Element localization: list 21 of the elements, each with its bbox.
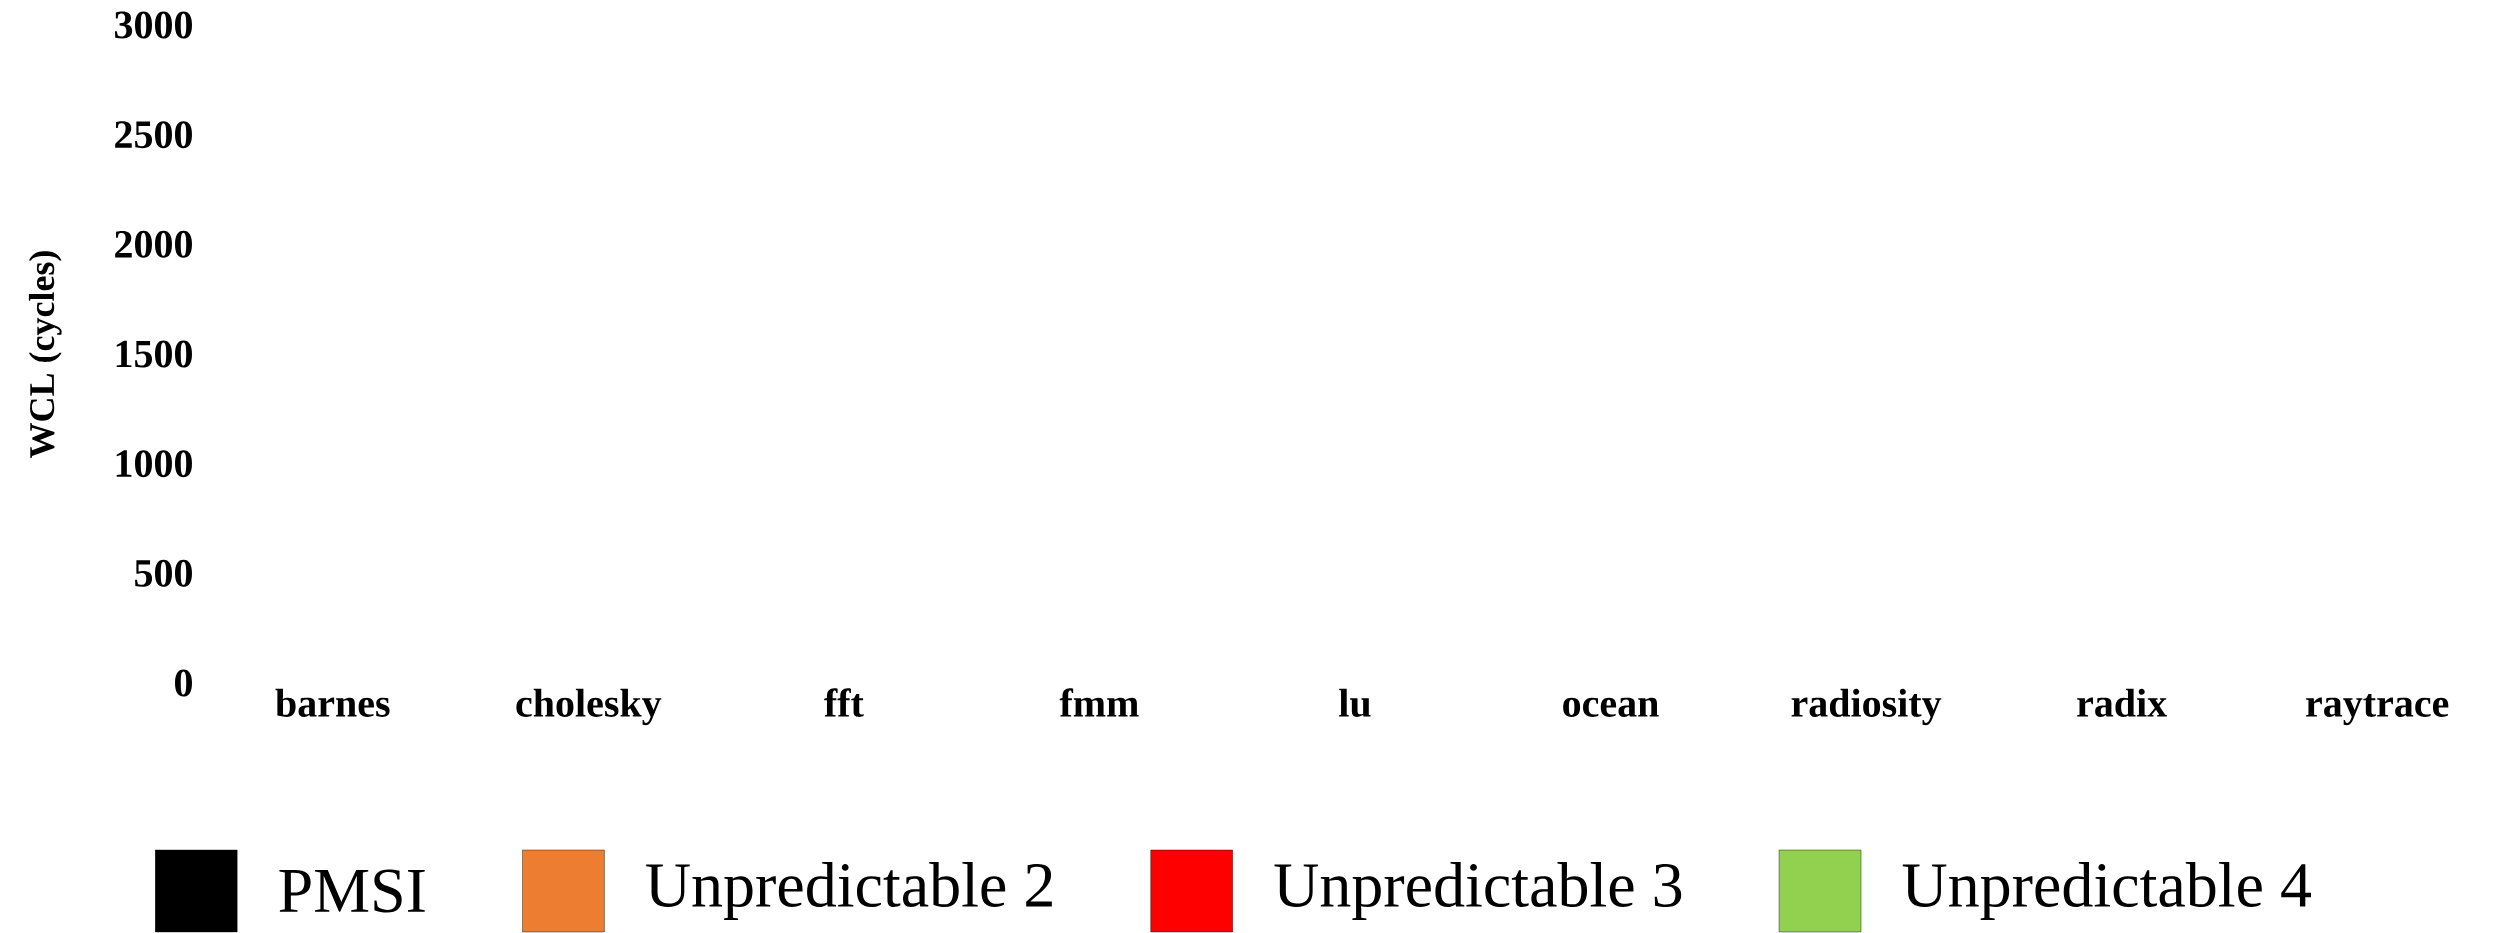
y-tick-label: 2000 (115, 230, 192, 258)
legend-label: Unpredictable 2 (646, 861, 1052, 921)
x-tick-label: barnes (275, 688, 390, 717)
legend-label: Unpredictable 4 (1902, 861, 2311, 921)
x-tick-label: fft (824, 688, 864, 717)
y-axis-title: WCL (cycles) (28, 251, 62, 458)
legend-label: PMSI (279, 869, 425, 913)
y-tick-label: 2500 (115, 121, 192, 149)
x-tick-label: cholesky (516, 688, 662, 726)
legend-label: Unpredictable 3 (1274, 861, 1682, 921)
x-tick-label: lu (1339, 688, 1371, 717)
y-tick-label: 3000 (114, 11, 192, 39)
y-tick-label: 500 (135, 559, 192, 587)
x-tick-label: ocean (1563, 697, 1659, 717)
x-tick-label: radiosity (1791, 688, 1942, 726)
x-tick-label: raytrace (2306, 694, 2449, 726)
y-tick-label: 1000 (116, 450, 192, 478)
x-tick-label: fmm (1059, 688, 1139, 717)
y-tick-label: 1500 (116, 340, 192, 368)
x-tick-label: radix (2077, 688, 2167, 717)
y-tick-label: 0 (175, 669, 192, 697)
